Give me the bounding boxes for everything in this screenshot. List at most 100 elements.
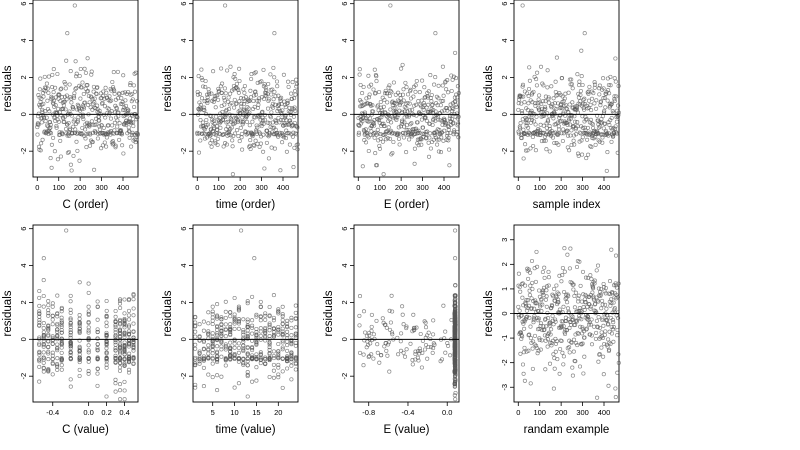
data-point: [197, 334, 202, 339]
data-point: [579, 138, 584, 143]
data-point: [117, 92, 122, 97]
data-point: [284, 123, 289, 128]
data-point: [39, 141, 44, 146]
data-point: [416, 128, 421, 133]
data-point: [56, 119, 61, 124]
data-point: [438, 359, 443, 364]
data-point: [251, 98, 256, 104]
data-point: [361, 84, 366, 90]
data-point: [455, 129, 460, 135]
data-point: [566, 293, 571, 299]
data-point: [198, 102, 203, 107]
data-point: [404, 326, 409, 331]
data-point: [376, 118, 381, 123]
y-axis-title: residuals: [483, 65, 495, 111]
data-point: [229, 117, 234, 122]
data-point: [358, 82, 363, 88]
plot-frame: [192, 224, 299, 403]
data-point: [258, 326, 263, 331]
data-point: [394, 117, 399, 122]
data-point: [582, 354, 587, 359]
data-point: [117, 365, 123, 370]
data-point: [280, 356, 285, 361]
data-point: [50, 341, 55, 346]
data-point: [604, 306, 609, 311]
data-point: [287, 131, 292, 136]
data-point: [401, 87, 406, 92]
data-point: [525, 108, 530, 113]
data-point: [400, 312, 405, 317]
data-point: [283, 136, 289, 141]
data-point: [54, 123, 59, 129]
data-point: [66, 149, 72, 155]
data-point: [86, 371, 91, 376]
y-tick-label: 2: [340, 300, 349, 304]
data-point: [241, 332, 246, 337]
data-point: [594, 106, 599, 111]
data-point: [366, 95, 372, 100]
data-point: [201, 357, 206, 362]
data-point: [294, 82, 299, 87]
data-point: [604, 317, 609, 322]
data-point: [71, 153, 76, 158]
data-point: [228, 330, 233, 335]
data-point: [522, 100, 527, 105]
data-point: [606, 383, 611, 388]
data-point: [232, 352, 237, 357]
data-point: [252, 115, 257, 120]
data-point: [242, 90, 247, 95]
data-point: [616, 316, 621, 321]
data-point: [56, 106, 61, 111]
y-tick-label: 4: [500, 38, 509, 42]
data-point: [55, 321, 60, 326]
data-point: [524, 116, 529, 122]
data-point: [589, 108, 594, 113]
data-point: [517, 126, 523, 131]
data-point: [113, 360, 118, 365]
data-point: [374, 163, 379, 168]
data-point: [37, 352, 42, 357]
data-point: [252, 143, 257, 148]
data-point: [110, 139, 115, 144]
data-point: [206, 331, 211, 336]
data-point: [239, 228, 244, 233]
data-point: [527, 332, 532, 337]
data-point: [276, 332, 281, 337]
data-point: [588, 102, 593, 107]
data-point: [556, 300, 561, 305]
data-point: [263, 311, 268, 316]
data-point: [55, 323, 60, 328]
data-point: [59, 357, 64, 363]
data-point: [575, 120, 580, 125]
data-point: [285, 339, 290, 344]
data-point: [50, 334, 55, 339]
data-point: [432, 130, 437, 135]
data-point: [387, 136, 393, 141]
data-point: [201, 328, 206, 333]
data-point: [367, 116, 372, 121]
plot-frame: [32, 0, 139, 178]
y-axis-title: residuals: [323, 65, 335, 111]
data-point: [289, 318, 294, 323]
data-point: [279, 95, 284, 100]
data-point: [530, 280, 535, 285]
data-point: [46, 324, 51, 329]
data-point: [247, 123, 252, 128]
data-point: [104, 346, 109, 351]
data-point: [241, 317, 246, 322]
data-point: [560, 94, 565, 99]
data-point: [49, 142, 54, 147]
data-point: [45, 123, 50, 128]
data-point: [520, 295, 525, 300]
data-point: [577, 83, 582, 88]
data-point: [378, 131, 383, 137]
data-point: [37, 295, 42, 300]
y-tick-label: 1: [500, 287, 509, 291]
data-point: [453, 316, 458, 321]
data-point: [232, 131, 238, 136]
x-axis-title: C (value): [62, 424, 109, 436]
data-point: [596, 286, 601, 291]
data-point: [222, 98, 227, 103]
data-point: [557, 115, 562, 120]
data-point: [68, 316, 73, 321]
